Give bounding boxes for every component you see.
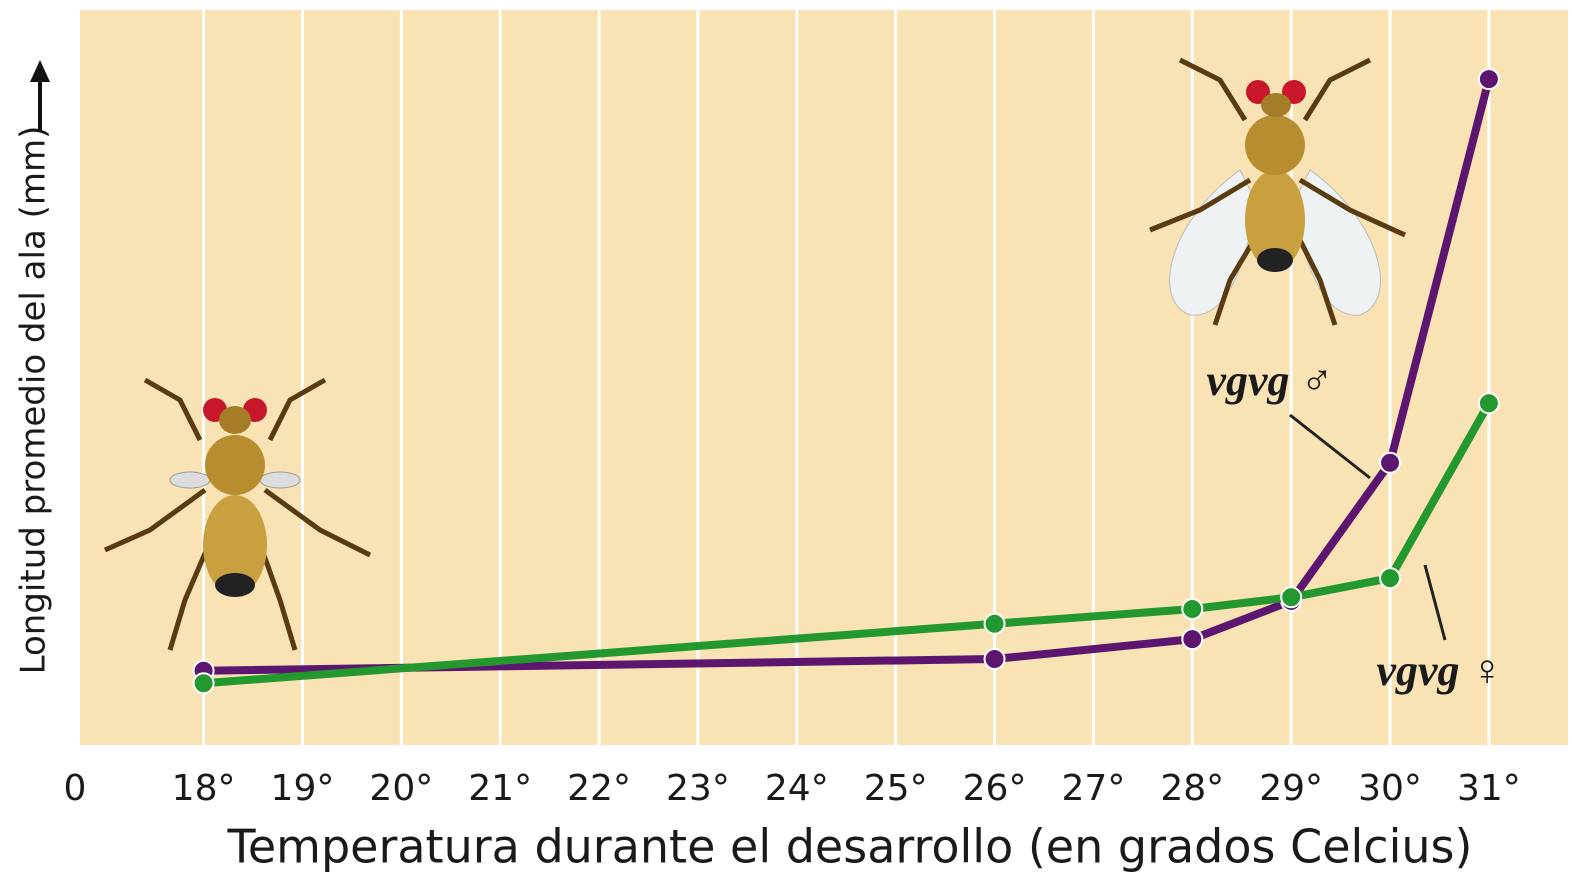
data-point [1379, 451, 1402, 474]
data-point [1181, 628, 1204, 651]
grid [202, 10, 1491, 745]
data-point [1181, 598, 1204, 621]
data-point [983, 648, 1006, 671]
y-arrow [30, 60, 50, 130]
plot-background [80, 10, 1568, 745]
x-tick-label: 30° [1358, 768, 1422, 809]
series-label: vgvg ♀ [1376, 646, 1503, 695]
x-tick-label: 22° [567, 768, 631, 809]
series-line [203, 78, 1493, 675]
data-point [1477, 68, 1500, 91]
y-axis-label: Longitud promedio del ala (mm) [14, 126, 54, 675]
fly-vestigial [103, 377, 372, 651]
leader-line [1423, 564, 1447, 641]
x-tick-label: 31° [1457, 768, 1521, 809]
x-tick-label: 19° [271, 768, 335, 809]
data-point [1477, 392, 1500, 415]
x-tick-label: 25° [864, 768, 928, 809]
series-label: vgvg ♂ [1206, 356, 1333, 405]
data-point [1379, 567, 1402, 590]
fly-winged [1149, 57, 1407, 326]
x-axis-label: Temperatura durante el desarrollo (en gr… [227, 820, 1473, 874]
data-point [192, 672, 215, 695]
x-tick-label: 18° [172, 768, 236, 809]
x-tick-label: 27° [1062, 768, 1126, 809]
x-tick-label: 24° [765, 768, 829, 809]
series-layer [192, 68, 1500, 695]
origin-label: 0 [64, 768, 87, 809]
data-point [1280, 586, 1303, 609]
leader-line [1289, 413, 1371, 480]
x-tick-label: 29° [1259, 768, 1323, 809]
data-point [983, 612, 1006, 635]
x-tick-label: 20° [369, 768, 433, 809]
x-tick-label: 28° [1160, 768, 1224, 809]
x-tick-label: 26° [963, 768, 1027, 809]
x-tick-label: 21° [468, 768, 532, 809]
x-tick-label: 23° [666, 768, 730, 809]
series-line [203, 401, 1493, 688]
